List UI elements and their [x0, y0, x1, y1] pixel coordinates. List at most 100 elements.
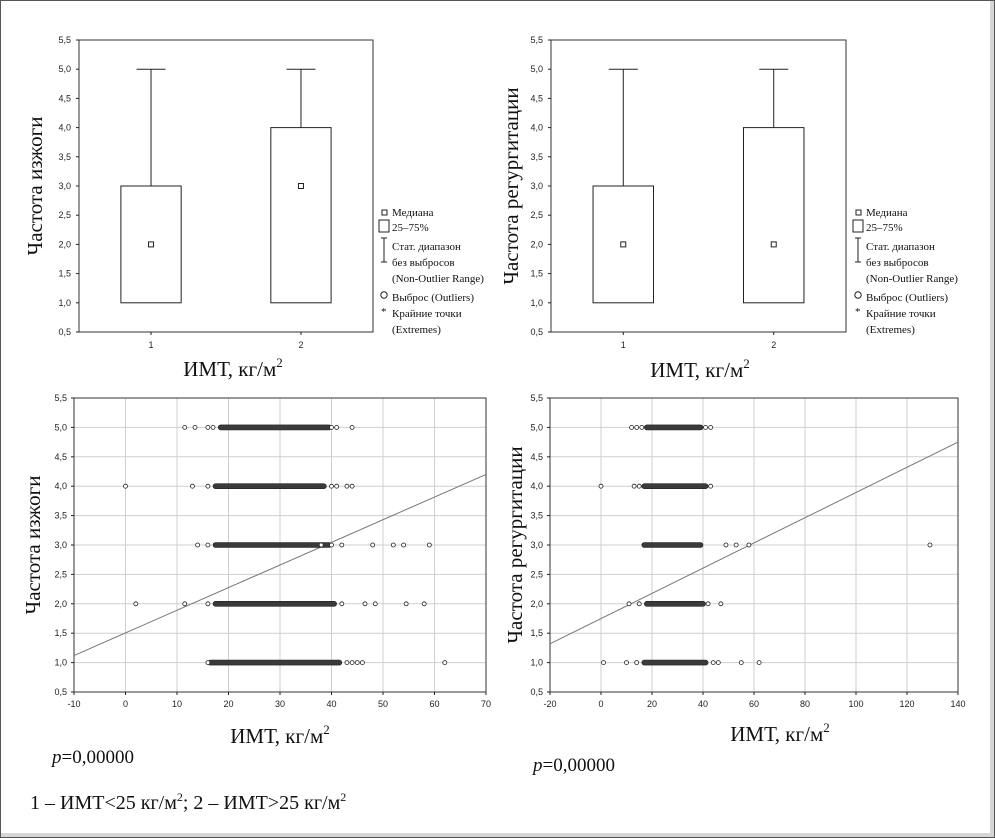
y-tick-label: 5,5: [530, 35, 543, 45]
data-point: [334, 424, 340, 430]
y-tick-label: 4,0: [530, 123, 543, 133]
y-tick-label: 3,5: [530, 152, 543, 162]
data-point: [123, 483, 128, 489]
data-point: [708, 483, 714, 489]
x-tick-label: 20: [223, 699, 233, 709]
y-tick-label: 4,5: [530, 93, 543, 103]
x-tick-label: 0: [598, 699, 603, 709]
data-point: [359, 660, 365, 665]
legend-item: (Non-Outlier Range): [392, 273, 484, 285]
data-point: [192, 424, 198, 430]
x-tick-label: 70: [481, 699, 491, 709]
y-tick-label: 1,5: [530, 628, 543, 638]
data-point: [442, 660, 448, 665]
y-tick-label: 1,5: [54, 628, 67, 638]
data-point: [344, 483, 350, 489]
boxplot-heartburn: 0,5 1,0 1,5 2,0 2,5 3,0 3,5 4,0 4,5 5,0 5,5 1 2 Часто…: [23, 35, 484, 381]
data-point: [629, 424, 634, 430]
box: [742, 127, 805, 304]
y-tick-label: 2,0: [530, 599, 543, 609]
data-point: [339, 542, 345, 548]
y-tick-label: 1,5: [58, 269, 71, 279]
x-tick-label: 60: [749, 699, 759, 709]
y-tick-label: 2,0: [54, 599, 67, 609]
legend-extreme-icon: *: [381, 306, 387, 318]
data-point: [708, 424, 714, 430]
point-cluster: [641, 483, 709, 490]
y-tick-label: 2,0: [58, 239, 71, 249]
boxplot-regurgitation: 0,5 1,0 1,5 2,0 2,5 3,0 3,5 4,0 4,5 5,0 5,5 1 2 Часто…: [499, 35, 958, 382]
data-point: [329, 542, 334, 548]
y-tick-label: 3,5: [58, 152, 71, 162]
p-value-left: p=0,00000: [50, 747, 134, 768]
x-tick-label: 0: [123, 699, 128, 709]
y-tick-label: 4,5: [530, 452, 543, 462]
legend-item: Крайние точки: [392, 308, 462, 320]
data-point: [738, 660, 744, 665]
data-point: [329, 483, 334, 489]
data-point: [634, 660, 640, 665]
legend-item: Выброс (Outliers): [392, 292, 474, 304]
legend-item: без выбросов: [392, 257, 455, 269]
point-cluster: [644, 600, 706, 607]
y-tick-label: 3,0: [530, 540, 543, 550]
data-point: [205, 542, 211, 548]
point-cluster: [644, 424, 704, 431]
data-point: [354, 660, 360, 665]
data-point: [426, 542, 432, 548]
x-tick-label: 30: [275, 699, 285, 709]
data-point: [634, 424, 640, 430]
y-tick-label: 4,0: [58, 123, 71, 133]
x-tick-label: 10: [172, 699, 182, 709]
x-tick-label: -10: [67, 699, 80, 709]
x-tick-label: -20: [543, 699, 556, 709]
median-marker: [148, 241, 155, 248]
legend-item: (Non-Outlier Range): [866, 273, 958, 285]
data-point: [349, 424, 355, 430]
median-marker: [770, 241, 777, 248]
x-tick-label: 140: [950, 699, 965, 709]
x-tick-label: 40: [698, 699, 708, 709]
legend-box-icon: [852, 219, 864, 233]
legend-outlier-icon: [380, 291, 388, 299]
legend-item: Выброс (Outliers): [866, 292, 948, 304]
x-tick-label: 80: [800, 699, 810, 709]
legend-item: без выбросов: [866, 257, 929, 269]
data-point: [205, 483, 211, 489]
data-point: [626, 601, 632, 607]
y-tick-label: 5,5: [530, 393, 543, 403]
data-point: [205, 601, 211, 607]
legend-item: Стат. диапазон: [866, 241, 935, 253]
data-point: [715, 660, 721, 665]
data-point: [339, 601, 345, 607]
data-point: [205, 660, 211, 665]
y-tick-label: 2,5: [58, 210, 71, 220]
data-point: [927, 542, 933, 548]
x-axis-label: ИМТ, кг/м2: [183, 355, 283, 381]
data-point: [370, 542, 376, 548]
legend-item: Медиана: [392, 207, 434, 219]
data-point: [636, 483, 642, 489]
point-cluster: [217, 424, 332, 431]
x-tick-label: 50: [378, 699, 388, 709]
legend-extreme-icon: *: [855, 306, 861, 318]
data-point: [756, 660, 762, 665]
data-point: [362, 601, 368, 607]
data-point: [723, 542, 729, 548]
x-tick-label: 1: [149, 340, 154, 350]
point-cluster: [641, 542, 704, 548]
y-tick-label: 3,0: [530, 181, 543, 191]
group-footnote: 1 – ИМТ<25 кг/м2; 2 – ИМТ>25 кг/м2: [30, 790, 346, 814]
data-point: [705, 601, 711, 607]
data-point: [344, 660, 350, 665]
legend-outlier-icon: [854, 291, 862, 299]
legend-box-icon: [378, 219, 390, 233]
data-point: [746, 542, 752, 548]
y-tick-label: 0,5: [530, 687, 543, 697]
x-tick-label: 1: [621, 340, 626, 350]
y-axis-label: Частота регургитации: [503, 446, 527, 643]
legend-item: (Extremes): [866, 324, 915, 336]
median-marker: [297, 183, 304, 189]
x-tick-label: 120: [899, 699, 914, 709]
data-point: [601, 660, 606, 665]
